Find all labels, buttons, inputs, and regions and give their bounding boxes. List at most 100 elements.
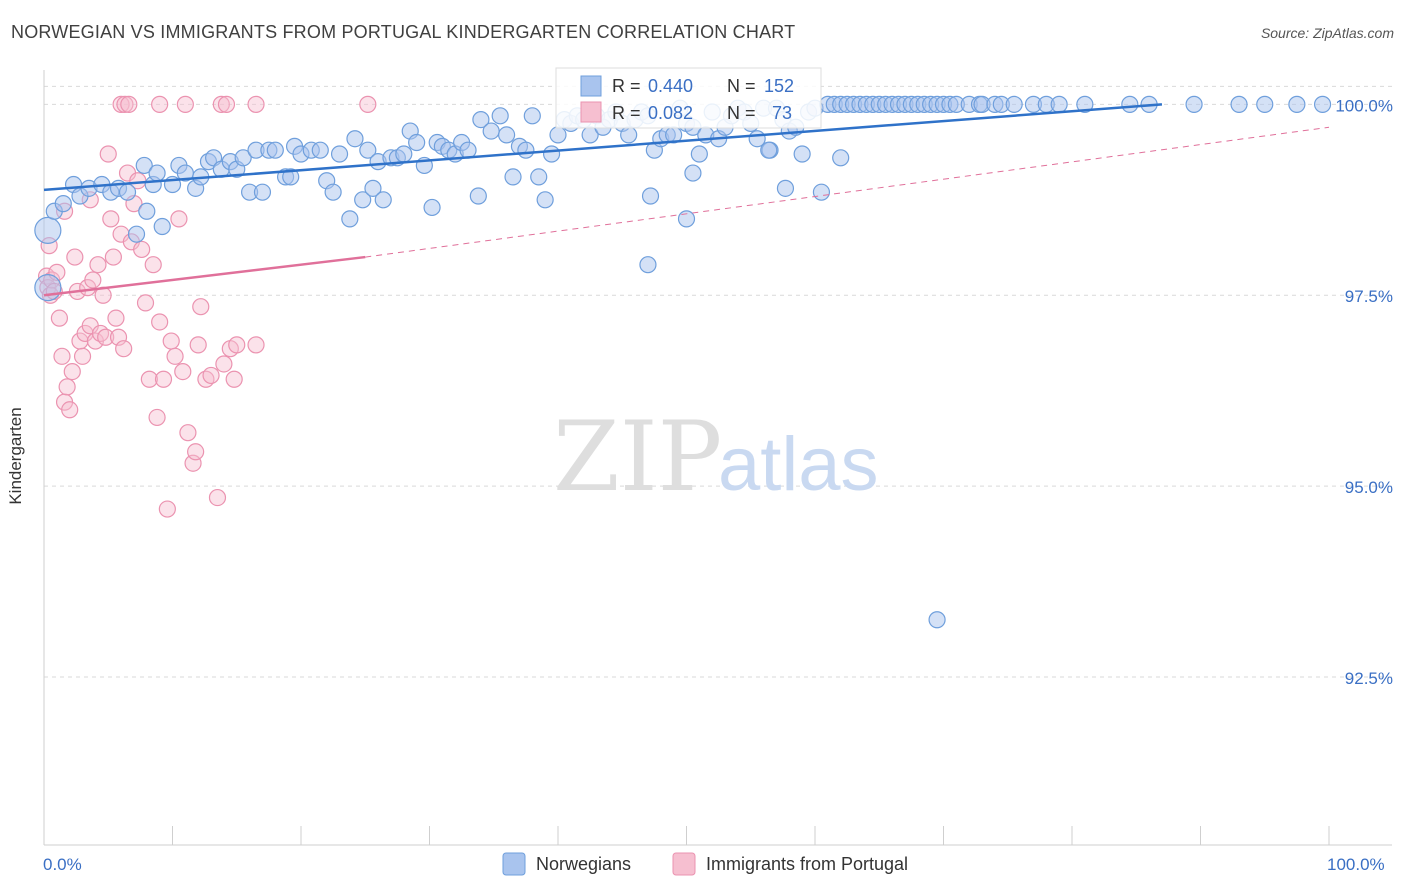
point-norwegians	[1121, 95, 1139, 113]
point-norwegians	[34, 274, 62, 302]
x-tick-label-max: 100.0%	[1327, 855, 1385, 874]
trend-norwegians	[43, 103, 1163, 192]
legend-label-norwegians: Norwegians	[536, 854, 631, 874]
stats-r-label-portugal: R =	[612, 103, 641, 123]
point-norwegians	[153, 217, 171, 236]
point-norwegians	[793, 145, 811, 163]
point-norwegians	[517, 141, 535, 159]
point-portugal	[58, 378, 76, 396]
point-norwegians	[1076, 95, 1094, 113]
point-portugal	[215, 355, 233, 373]
point-norwegians	[832, 149, 850, 167]
point-portugal	[192, 298, 210, 316]
point-portugal	[136, 294, 155, 312]
point-norwegians	[491, 107, 509, 125]
legend-swatch-portugal	[672, 852, 696, 876]
point-norwegians	[118, 183, 137, 201]
point-portugal	[189, 336, 207, 354]
point-norwegians	[469, 187, 487, 205]
point-norwegians	[1185, 95, 1203, 113]
watermark-atlas: atlas	[718, 422, 879, 507]
point-norwegians	[311, 141, 329, 159]
series-norwegians-points	[34, 95, 1332, 629]
point-norwegians	[54, 195, 72, 213]
point-norwegians	[498, 126, 516, 144]
point-portugal	[63, 363, 81, 381]
stats-legend: R = 0.440 N = 152 R = 0.082 N = 73	[555, 67, 822, 129]
point-norwegians	[354, 191, 372, 209]
point-norwegians	[504, 168, 522, 186]
x-tick-label-min: 0.0%	[43, 855, 82, 874]
point-norwegians	[690, 145, 708, 163]
point-norwegians	[253, 183, 272, 201]
point-portugal	[107, 309, 125, 327]
point-norwegians	[34, 216, 62, 244]
trend-lines	[43, 103, 1330, 297]
point-portugal	[208, 488, 227, 507]
point-portugal	[187, 443, 205, 461]
point-norwegians	[482, 122, 500, 140]
chart-title: NORWEGIAN VS IMMIGRANTS FROM PORTUGAL KI…	[11, 22, 796, 42]
point-portugal	[116, 95, 134, 113]
point-portugal	[151, 95, 169, 113]
point-norwegians	[1230, 95, 1248, 113]
point-norwegians	[1005, 95, 1023, 113]
point-portugal	[154, 370, 173, 388]
point-portugal	[202, 366, 220, 385]
point-portugal	[217, 95, 236, 113]
point-norwegians	[684, 164, 702, 182]
axes	[43, 70, 1392, 846]
point-norwegians	[374, 191, 392, 209]
point-portugal	[151, 313, 169, 331]
point-norwegians	[341, 210, 359, 228]
point-portugal	[84, 271, 102, 289]
stats-n-value-portugal: 73	[772, 103, 792, 123]
point-portugal	[104, 248, 122, 266]
point-norwegians	[1256, 95, 1274, 113]
point-norwegians	[530, 168, 548, 186]
point-portugal	[179, 424, 197, 442]
point-norwegians	[542, 145, 561, 163]
point-norwegians	[641, 187, 660, 205]
point-portugal	[162, 332, 180, 350]
point-portugal	[53, 347, 71, 365]
legend-label-portugal: Immigrants from Portugal	[706, 854, 908, 874]
point-norwegians	[1288, 95, 1306, 113]
point-portugal	[247, 95, 265, 113]
stats-n-label-norwegians: N =	[727, 76, 756, 96]
point-norwegians	[760, 141, 778, 159]
stats-r-value-portugal: 0.082	[648, 103, 693, 123]
x-axis-ticks	[43, 826, 1330, 845]
point-norwegians	[620, 126, 638, 144]
point-norwegians	[359, 141, 377, 159]
point-portugal	[89, 256, 107, 274]
y-tick-label: 100.0%	[1335, 96, 1393, 115]
point-norwegians	[127, 225, 146, 243]
point-portugal	[174, 363, 192, 381]
point-portugal	[170, 210, 188, 228]
watermark-zip: ZIP	[553, 401, 722, 513]
point-norwegians	[536, 191, 554, 209]
point-norwegians	[234, 149, 252, 167]
point-norwegians	[1313, 95, 1332, 113]
point-norwegians	[138, 202, 156, 220]
y-tick-label: 95.0%	[1345, 478, 1393, 497]
point-norwegians	[776, 179, 795, 197]
point-norwegians	[282, 168, 300, 186]
y-tick-label: 97.5%	[1345, 287, 1393, 306]
point-portugal	[102, 210, 120, 228]
point-portugal	[120, 95, 138, 113]
point-norwegians	[148, 164, 166, 182]
trend-portugal-extrapolated	[365, 126, 1330, 258]
point-norwegians	[1050, 95, 1068, 113]
stats-n-label-portugal: N =	[727, 103, 756, 123]
legend-swatch-norwegians	[502, 852, 526, 876]
point-portugal	[359, 95, 377, 113]
point-portugal	[144, 256, 162, 274]
point-norwegians	[677, 210, 696, 228]
point-portugal	[212, 95, 230, 113]
point-norwegians	[549, 126, 567, 144]
zipatlas-watermark: ZIP atlas	[553, 401, 879, 513]
point-norwegians	[395, 145, 413, 163]
stats-swatch-norwegians	[580, 75, 602, 97]
